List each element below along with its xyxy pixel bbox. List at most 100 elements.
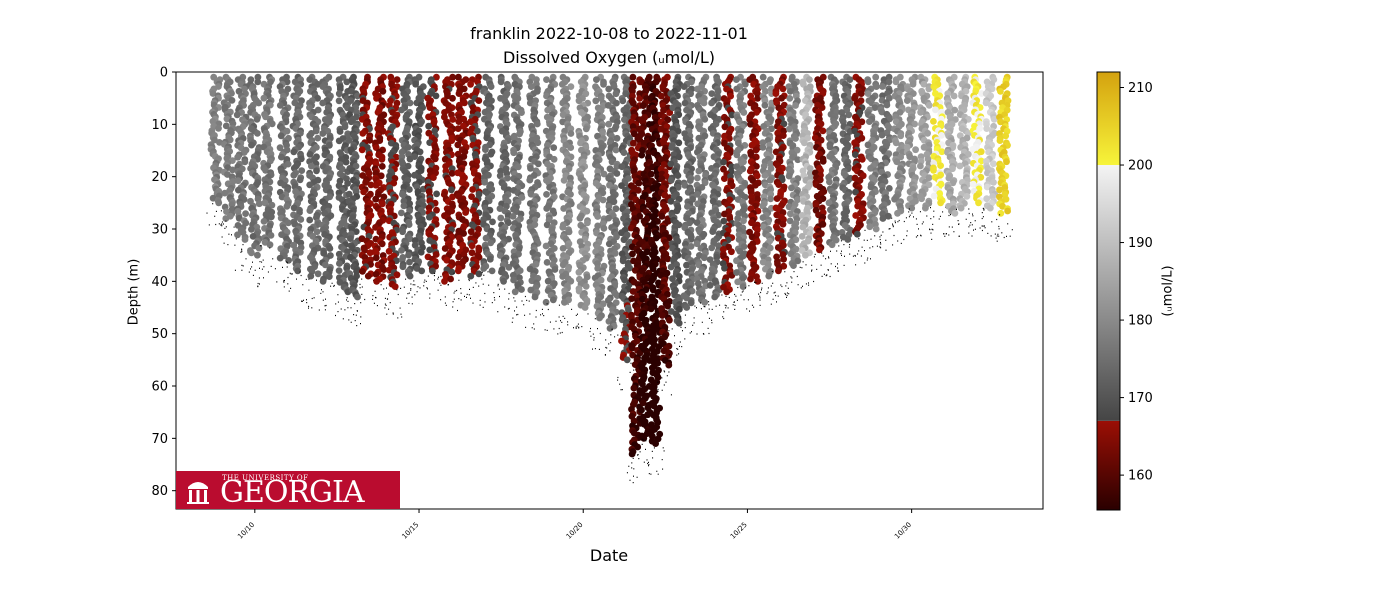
data-point [467, 272, 475, 280]
bottom-point [759, 297, 761, 299]
bottom-point [724, 304, 726, 306]
data-point [354, 92, 361, 100]
data-point [345, 190, 353, 198]
bottom-point [626, 472, 628, 474]
bottom-point [452, 301, 454, 303]
bottom-point [577, 323, 579, 325]
bottom-point [361, 293, 363, 295]
bottom-point [361, 278, 363, 280]
data-point [667, 176, 675, 184]
data-point [740, 109, 748, 116]
bottom-point [479, 299, 481, 301]
bottom-point [597, 328, 598, 330]
bottom-point [823, 273, 825, 275]
data-point [379, 87, 387, 95]
bottom-point [512, 317, 514, 319]
bottom-point [619, 383, 621, 385]
bottom-point [766, 292, 768, 295]
bottom-point [629, 371, 631, 373]
bottom-point [728, 296, 730, 299]
data-point [378, 155, 386, 163]
bottom-point [434, 279, 435, 281]
bottom-point [429, 297, 431, 299]
data-point [581, 304, 589, 311]
bottom-point [359, 287, 361, 289]
bottom-point [797, 284, 799, 286]
data-point [260, 94, 268, 102]
bottom-point [524, 314, 526, 316]
bottom-point [397, 317, 399, 319]
bottom-point [633, 468, 635, 470]
bottom-point [799, 266, 801, 268]
bottom-point [786, 296, 787, 298]
bottom-point [830, 263, 832, 265]
data-point [426, 213, 433, 221]
bottom-point [628, 465, 630, 467]
bottom-point [305, 278, 307, 280]
bottom-point [605, 346, 607, 349]
bottom-point [267, 271, 269, 273]
profile-cast [206, 73, 226, 229]
bottom-point [828, 256, 829, 258]
bottom-point [558, 316, 560, 318]
bottom-point [417, 286, 419, 288]
bottom-point [252, 274, 254, 276]
bottom-point [337, 311, 339, 313]
bottom-point [790, 276, 792, 278]
bottom-point [389, 302, 391, 304]
data-point [234, 231, 241, 239]
bottom-point [224, 227, 226, 229]
bottom-point [412, 284, 414, 286]
data-point [786, 88, 794, 95]
bottom-point [811, 269, 813, 271]
data-point [605, 85, 613, 93]
bottom-point [468, 294, 470, 296]
bottom-point [562, 315, 564, 317]
bottom-point [225, 226, 227, 228]
bottom-point [767, 287, 769, 289]
bottom-point [805, 283, 807, 285]
data-point [406, 99, 414, 107]
data-point [248, 249, 255, 257]
data-point [511, 288, 519, 296]
bottom-point [719, 304, 721, 306]
bottom-point [725, 305, 727, 307]
bottom-point [453, 272, 455, 274]
data-point [708, 99, 715, 107]
bottom-point [786, 282, 788, 284]
bottom-point [617, 379, 619, 381]
bottom-point [652, 457, 654, 459]
bottom-point [234, 269, 236, 271]
bottom-point [702, 333, 704, 335]
data-point [701, 116, 709, 123]
bottom-point [405, 278, 407, 280]
data-point [406, 186, 413, 193]
data-point [290, 171, 298, 179]
bottom-point [643, 461, 645, 463]
bottom-point [648, 465, 649, 467]
bottom-point [356, 325, 358, 327]
data-point [780, 255, 787, 263]
data-point [380, 266, 388, 273]
bottom-point [575, 314, 577, 316]
bottom-point [721, 294, 723, 296]
bottom-point [511, 321, 513, 323]
data-point [779, 85, 787, 93]
data-point [242, 210, 250, 218]
bottom-point [479, 304, 481, 306]
data-point [761, 172, 769, 179]
bottom-point [650, 473, 652, 475]
bottom-point [679, 345, 680, 347]
bottom-point [386, 287, 387, 289]
data-point [488, 267, 496, 275]
bottom-point [531, 327, 533, 329]
bottom-point [668, 371, 670, 373]
data-point [353, 267, 360, 275]
bottom-point [592, 348, 593, 350]
bottom-point [630, 362, 632, 364]
data-point [592, 97, 600, 105]
data-point [418, 267, 426, 275]
bottom-point [776, 301, 777, 303]
bottom-point [521, 300, 523, 302]
data-point [406, 235, 414, 243]
